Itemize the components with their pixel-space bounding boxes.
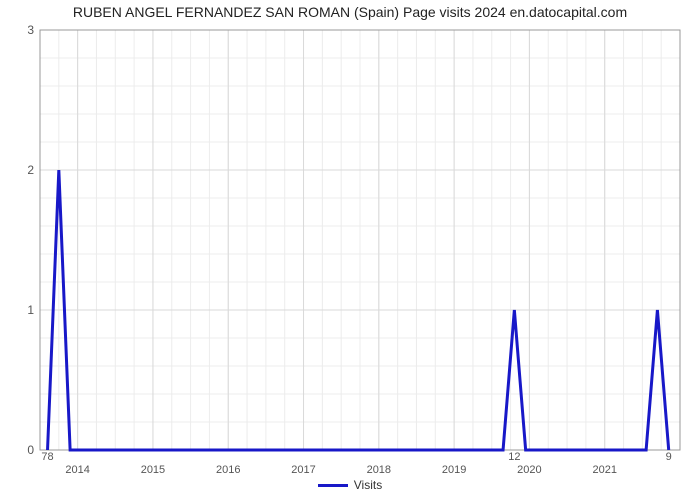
x-tick-label: 2018 <box>367 464 391 476</box>
y-tick-label: 0 <box>16 443 34 457</box>
chart-svg <box>40 30 680 450</box>
x-tick-label: 2021 <box>592 464 616 476</box>
x-tick-label: 2016 <box>216 464 240 476</box>
x-tick-label: 2020 <box>517 464 541 476</box>
plot-area <box>40 30 680 450</box>
legend: Visits <box>0 478 700 492</box>
legend-swatch <box>318 484 348 487</box>
data-point-label: 9 <box>666 451 672 463</box>
y-tick-label: 1 <box>16 303 34 317</box>
y-tick-label: 3 <box>16 23 34 37</box>
chart-container: RUBEN ANGEL FERNANDEZ SAN ROMAN (Spain) … <box>0 0 700 500</box>
data-point-label: 12 <box>508 451 520 463</box>
chart-title: RUBEN ANGEL FERNANDEZ SAN ROMAN (Spain) … <box>0 4 700 20</box>
x-tick-label: 2019 <box>442 464 466 476</box>
x-tick-label: 2017 <box>291 464 315 476</box>
data-point-label: 78 <box>41 451 53 463</box>
x-tick-label: 2015 <box>141 464 165 476</box>
legend-label: Visits <box>354 478 382 492</box>
x-tick-label: 2014 <box>65 464 89 476</box>
y-tick-label: 2 <box>16 163 34 177</box>
